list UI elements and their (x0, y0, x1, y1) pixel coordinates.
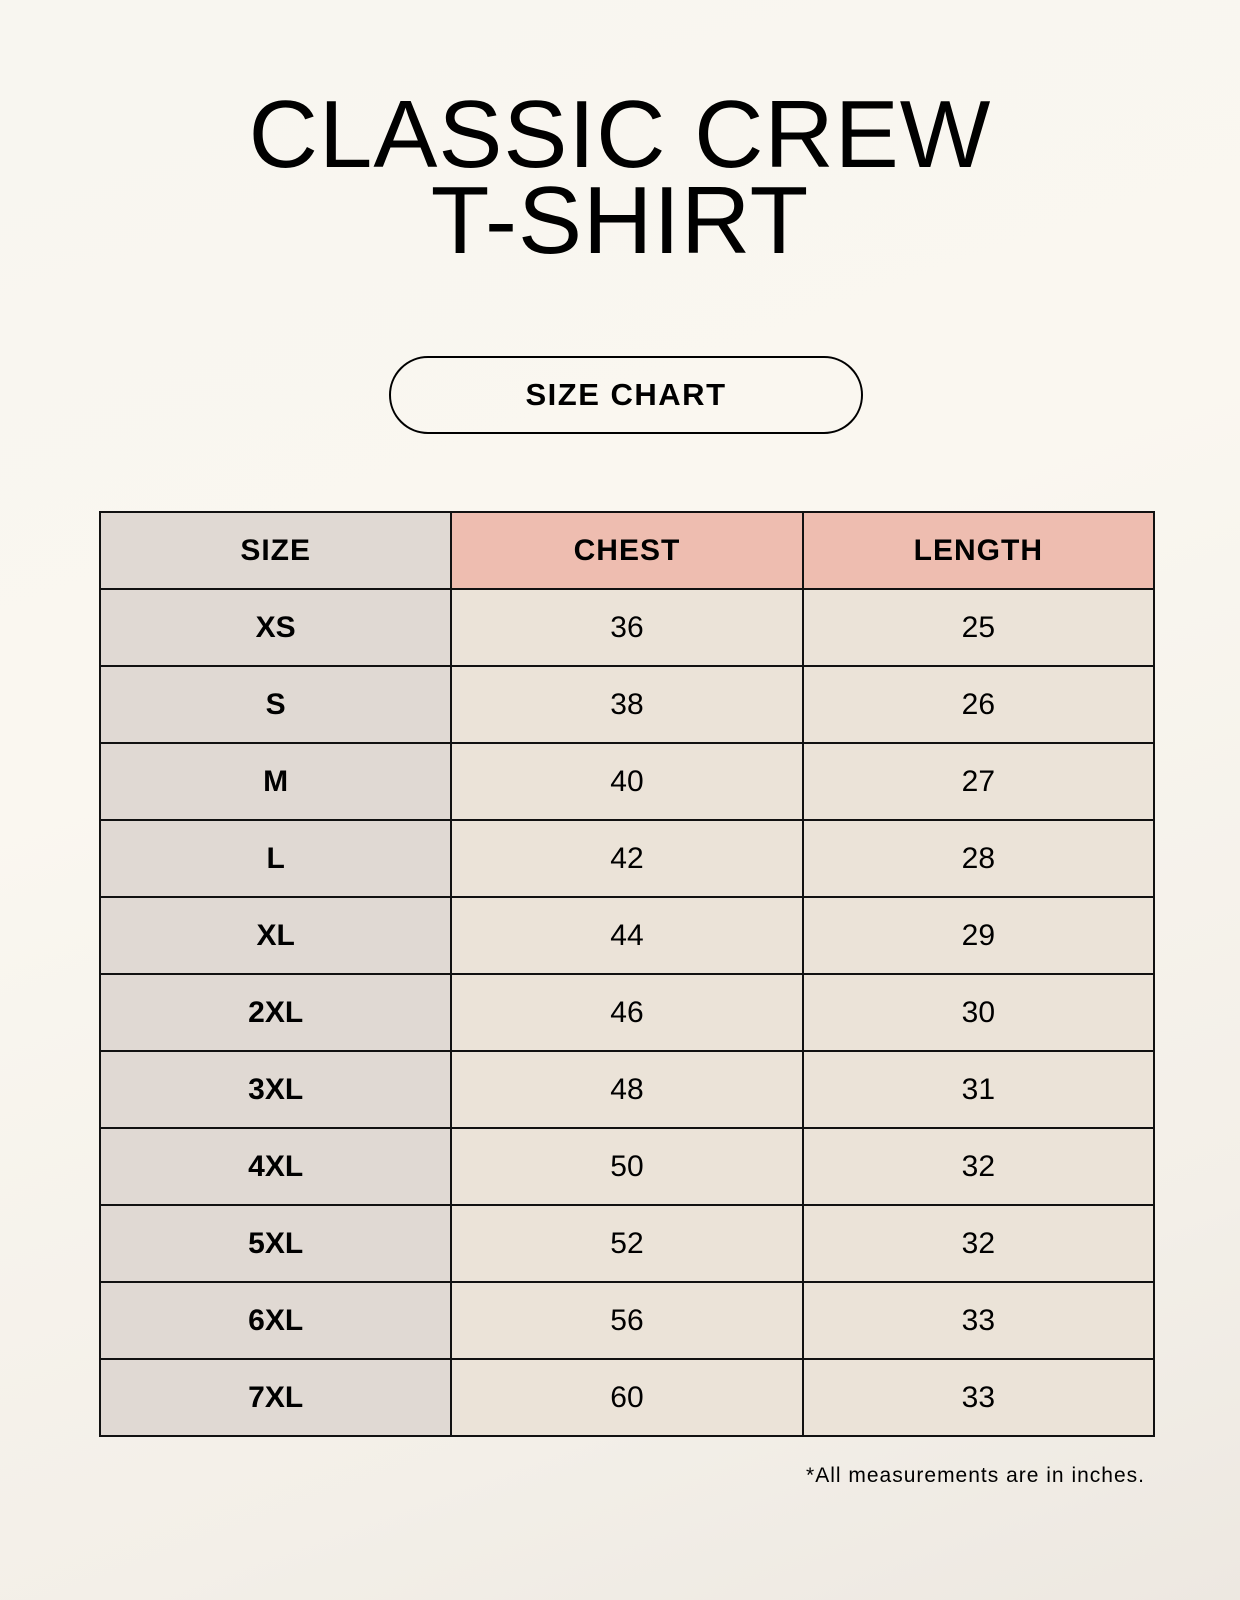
cell-length: 32 (801, 1127, 1156, 1206)
cell-size: M (98, 742, 453, 821)
table-row: 2XL 46 30 (98, 973, 1156, 1052)
cell-chest: 60 (450, 1358, 804, 1437)
table-row: 7XL 60 33 (98, 1358, 1156, 1437)
table-row: S 38 26 (98, 665, 1156, 744)
cell-size: XL (98, 896, 453, 975)
cell-length: 26 (801, 665, 1156, 744)
title-line-2: T-SHIRT (430, 167, 810, 274)
table-row: 6XL 56 33 (98, 1281, 1156, 1360)
table-row: XS 36 25 (98, 588, 1156, 667)
cell-size: 4XL (98, 1127, 453, 1206)
cell-size: XS (98, 588, 453, 667)
cell-length: 30 (801, 973, 1156, 1052)
size-table: SIZE CHEST LENGTH XS 36 25 S 38 26 M 40 27 L 42 28 X… (98, 511, 1156, 1437)
cell-length: 31 (801, 1050, 1156, 1129)
table-row: M 40 27 (98, 742, 1156, 821)
title-line-1: CLASSIC CREW (248, 81, 992, 188)
cell-length: 33 (801, 1358, 1156, 1437)
footnote: *All measurements are in inches. (806, 1464, 1145, 1487)
cell-chest: 48 (450, 1050, 804, 1129)
table-row: 3XL 48 31 (98, 1050, 1156, 1129)
table-header-row: SIZE CHEST LENGTH (98, 511, 1156, 590)
cell-length: 28 (801, 819, 1156, 898)
cell-size: 2XL (98, 973, 453, 1052)
header-size: SIZE (98, 511, 453, 590)
cell-length: 29 (801, 896, 1156, 975)
cell-chest: 52 (450, 1204, 804, 1283)
cell-size: 5XL (98, 1204, 453, 1283)
cell-chest: 42 (450, 819, 804, 898)
cell-chest: 46 (450, 973, 804, 1052)
header-chest: CHEST (450, 511, 804, 590)
table-row: 4XL 50 32 (98, 1127, 1156, 1206)
cell-size: 6XL (98, 1281, 453, 1360)
cell-chest: 56 (450, 1281, 804, 1360)
table-row: L 42 28 (98, 819, 1156, 898)
cell-length: 33 (801, 1281, 1156, 1360)
cell-size: L (98, 819, 453, 898)
header-length: LENGTH (801, 511, 1156, 590)
cell-size: S (98, 665, 453, 744)
cell-length: 27 (801, 742, 1156, 821)
cell-length: 32 (801, 1204, 1156, 1283)
table-row: XL 44 29 (98, 896, 1156, 975)
table-row: 5XL 52 32 (98, 1204, 1156, 1283)
cell-chest: 44 (450, 896, 804, 975)
page-title: CLASSIC CREW T-SHIRT (0, 81, 1240, 274)
cell-chest: 50 (450, 1127, 804, 1206)
cell-length: 25 (801, 588, 1156, 667)
cell-size: 3XL (98, 1050, 453, 1129)
size-chart-label: SIZE CHART (389, 356, 863, 434)
cell-size: 7XL (98, 1358, 453, 1437)
cell-chest: 36 (450, 588, 804, 667)
cell-chest: 38 (450, 665, 804, 744)
cell-chest: 40 (450, 742, 804, 821)
